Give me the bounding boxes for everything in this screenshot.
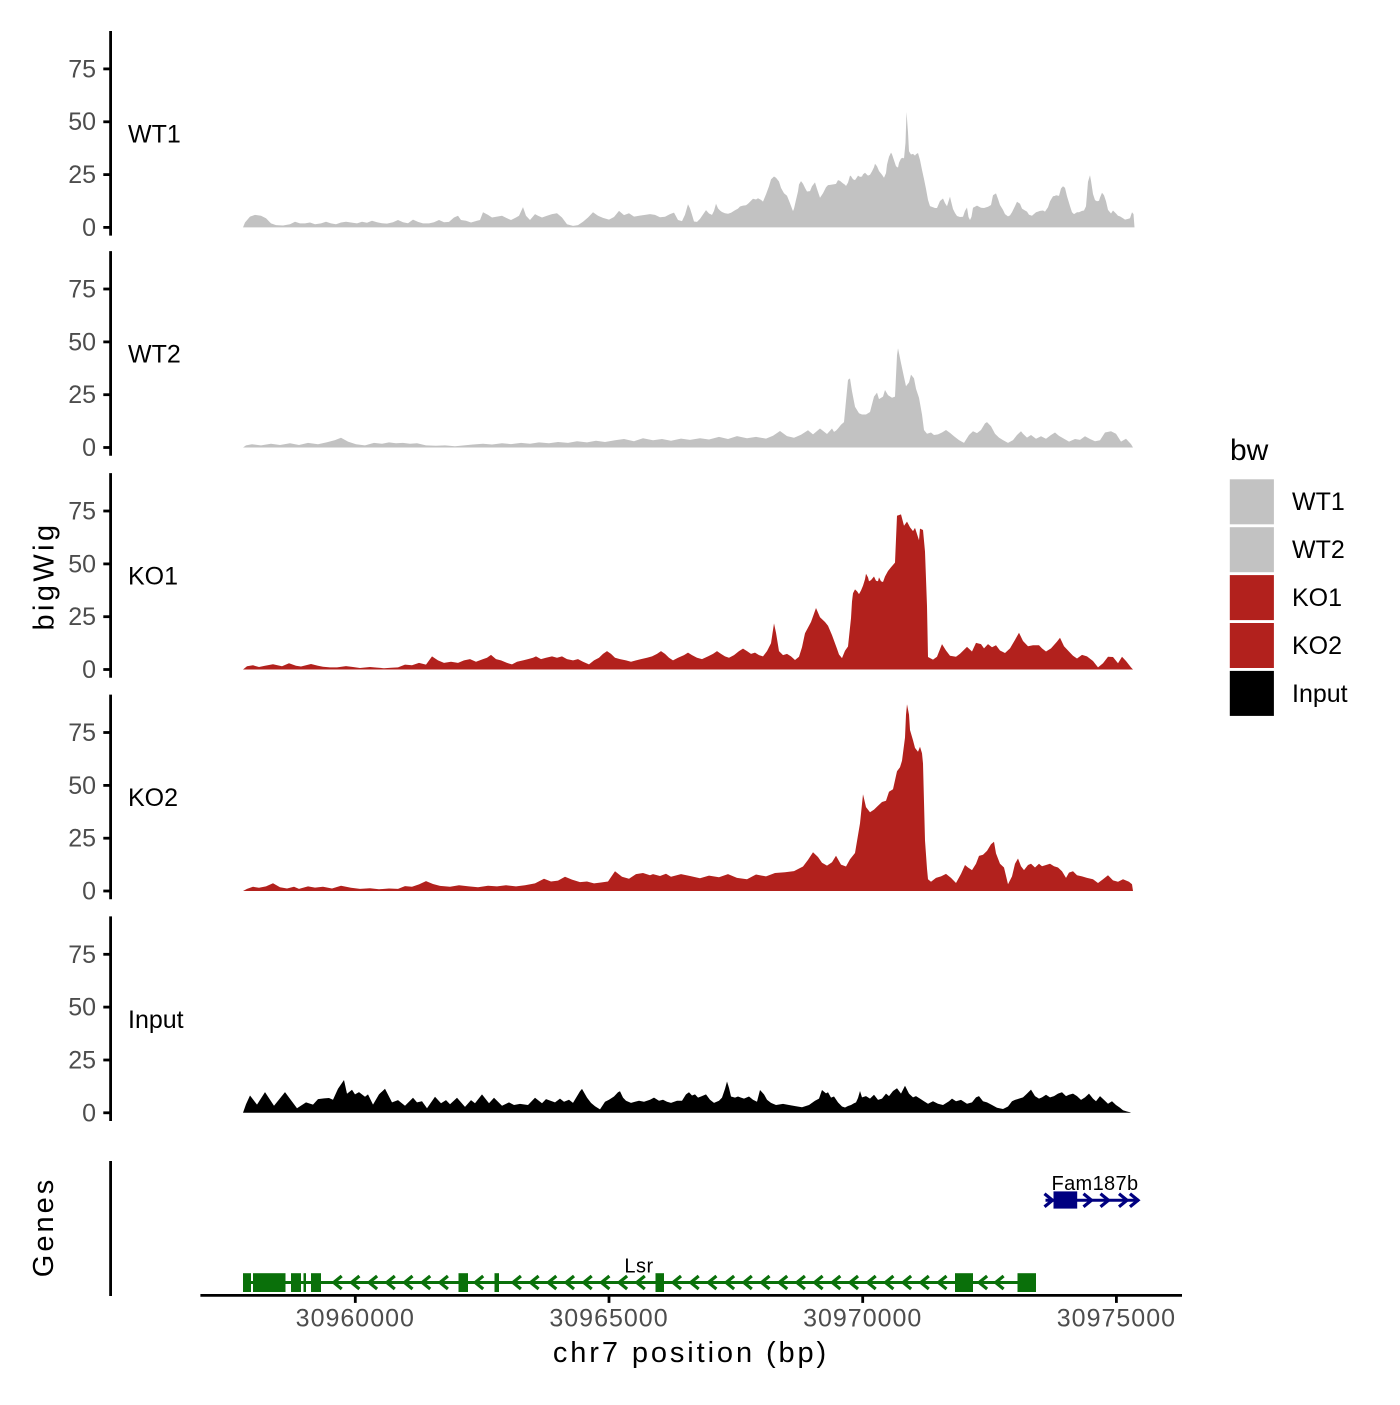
svg-text:0: 0 [82, 434, 96, 462]
svg-text:bw: bw [1230, 434, 1269, 467]
svg-text:75: 75 [68, 498, 96, 526]
svg-text:50: 50 [68, 994, 96, 1022]
svg-text:75: 75 [68, 276, 96, 304]
svg-text:50: 50 [68, 772, 96, 800]
svg-text:WT1: WT1 [128, 121, 181, 149]
svg-text:Fam187b: Fam187b [1052, 1173, 1139, 1195]
svg-text:WT2: WT2 [1292, 536, 1345, 564]
svg-text:30975000: 30975000 [1057, 1304, 1176, 1332]
svg-text:25: 25 [68, 161, 96, 189]
svg-text:0: 0 [82, 878, 96, 906]
svg-text:25: 25 [68, 603, 96, 631]
svg-text:25: 25 [68, 381, 96, 409]
svg-text:30965000: 30965000 [549, 1304, 668, 1332]
svg-text:WT2: WT2 [128, 341, 181, 369]
svg-text:50: 50 [68, 108, 96, 136]
svg-text:Input: Input [128, 1006, 184, 1034]
svg-text:KO1: KO1 [1292, 584, 1342, 612]
svg-text:50: 50 [68, 328, 96, 356]
svg-text:30970000: 30970000 [803, 1304, 922, 1332]
svg-text:WT1: WT1 [1292, 488, 1345, 516]
svg-text:25: 25 [68, 1047, 96, 1075]
svg-text:75: 75 [68, 719, 96, 747]
svg-text:50: 50 [68, 550, 96, 578]
svg-text:KO2: KO2 [128, 784, 178, 812]
svg-text:KO2: KO2 [1292, 632, 1342, 660]
svg-text:75: 75 [68, 941, 96, 969]
svg-text:Lsr: Lsr [624, 1256, 653, 1278]
svg-text:30960000: 30960000 [296, 1304, 415, 1332]
svg-text:Genes: Genes [28, 1177, 60, 1277]
svg-text:25: 25 [68, 825, 96, 853]
svg-text:75: 75 [68, 55, 96, 83]
svg-text:bigWig: bigWig [28, 521, 60, 630]
svg-text:0: 0 [82, 214, 96, 242]
svg-text:0: 0 [82, 1099, 96, 1127]
svg-text:Input: Input [1292, 680, 1348, 708]
svg-text:0: 0 [82, 656, 96, 684]
svg-text:chr7 position (bp): chr7 position (bp) [553, 1337, 829, 1369]
svg-text:KO1: KO1 [128, 563, 178, 591]
